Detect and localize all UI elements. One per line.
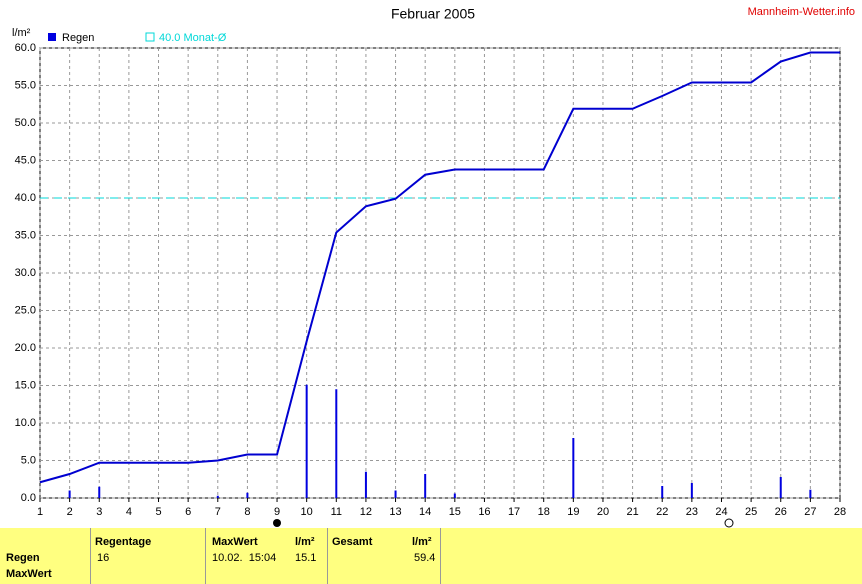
x-tick-label: 12 (360, 506, 372, 518)
y-tick-label: 30.0 (15, 267, 36, 279)
cell: 10.02. 15:04 (212, 552, 277, 564)
separator (90, 528, 91, 584)
separator (205, 528, 206, 584)
moon-new (724, 518, 734, 528)
line (39, 51, 840, 484)
x-tick-label: 15 (449, 506, 461, 518)
chart-title: Februar 2005 (391, 6, 475, 22)
x-tick-label: 20 (597, 506, 609, 518)
y-tick-label: 5.0 (21, 454, 36, 466)
bar (779, 477, 782, 498)
cell: 59.4 (414, 552, 436, 564)
row-label: MaxWert (6, 568, 52, 580)
header: l/m² (412, 536, 432, 548)
cell: 15.1 (295, 552, 317, 564)
y-tick-label: 10.0 (15, 417, 36, 429)
legend-swatch (145, 32, 155, 42)
separator (440, 528, 441, 584)
header: Gesamt (332, 536, 373, 548)
bar (335, 389, 338, 498)
header: l/m² (295, 536, 315, 548)
x-tick-label: 19 (567, 506, 579, 518)
x-tick-label: 7 (215, 506, 221, 518)
x-tick-label: 23 (686, 506, 698, 518)
x-tick-label: 24 (715, 506, 727, 518)
bar (661, 486, 664, 498)
bar (690, 483, 693, 498)
y-tick-label: 55.0 (15, 79, 36, 91)
y-tick-label: 60.0 (15, 42, 36, 54)
bar (216, 495, 219, 498)
x-tick-label: 21 (626, 506, 638, 518)
bar (809, 489, 812, 498)
source: Mannheim-Wetter.info (748, 6, 855, 18)
x-tick-label: 3 (96, 506, 102, 518)
bar (453, 493, 456, 498)
y-axis-label: l/m² (12, 27, 31, 39)
bar (424, 474, 427, 498)
x-tick-label: 11 (331, 506, 342, 518)
x-tick-label: 27 (804, 506, 816, 518)
x-tick-label: 18 (538, 506, 550, 518)
y-tick-label: 35.0 (15, 229, 36, 241)
legend-label: 40.0 Monat-Ø (159, 32, 227, 44)
x-tick-label: 26 (775, 506, 787, 518)
bar (364, 471, 367, 498)
y-tick-label: 40.0 (15, 192, 36, 204)
x-tick-label: 4 (126, 506, 132, 518)
x-tick-label: 28 (834, 506, 846, 518)
y-tick-label: 45.0 (15, 154, 36, 166)
x-tick-label: 1 (37, 506, 43, 518)
bar (246, 492, 249, 498)
cell: 16 (97, 552, 110, 564)
x-tick-label: 22 (656, 506, 668, 518)
x-tick-label: 13 (389, 506, 401, 518)
row-label: Regen (6, 552, 40, 564)
header: MaxWert (212, 536, 258, 548)
y-tick-label: 15.0 (15, 379, 36, 391)
x-tick-label: 25 (745, 506, 757, 518)
x-tick-label: 5 (155, 506, 161, 518)
y-tick-label: 20.0 (15, 342, 36, 354)
legend-label: Regen (62, 32, 94, 44)
x-tick-label: 9 (274, 506, 280, 518)
bar (68, 490, 71, 498)
y-tick-label: 25.0 (15, 304, 36, 316)
x-tick-label: 17 (508, 506, 520, 518)
x-tick-label: 2 (67, 506, 73, 518)
x-tick-label: 16 (478, 506, 490, 518)
chart: Februar 2005 Mannheim-Wetter.info l/m² 0… (12, 6, 855, 528)
x-tick-label: 10 (301, 506, 313, 518)
x-tick-label: 8 (244, 506, 250, 518)
bar (572, 438, 575, 498)
bar (394, 490, 397, 498)
bar (305, 384, 308, 498)
header: Regentage (95, 536, 152, 548)
moon-full (273, 519, 281, 527)
summary-table: Regentage MaxWert l/m² Gesamt l/m² Regen… (0, 528, 862, 584)
legend-swatch (48, 33, 56, 41)
x-tick-label: 14 (419, 506, 431, 518)
y-tick-label: 50.0 (15, 117, 36, 129)
bar (98, 486, 101, 498)
separator (327, 528, 328, 584)
y-tick-label: 0.0 (21, 492, 36, 504)
x-tick-label: 6 (185, 506, 191, 518)
